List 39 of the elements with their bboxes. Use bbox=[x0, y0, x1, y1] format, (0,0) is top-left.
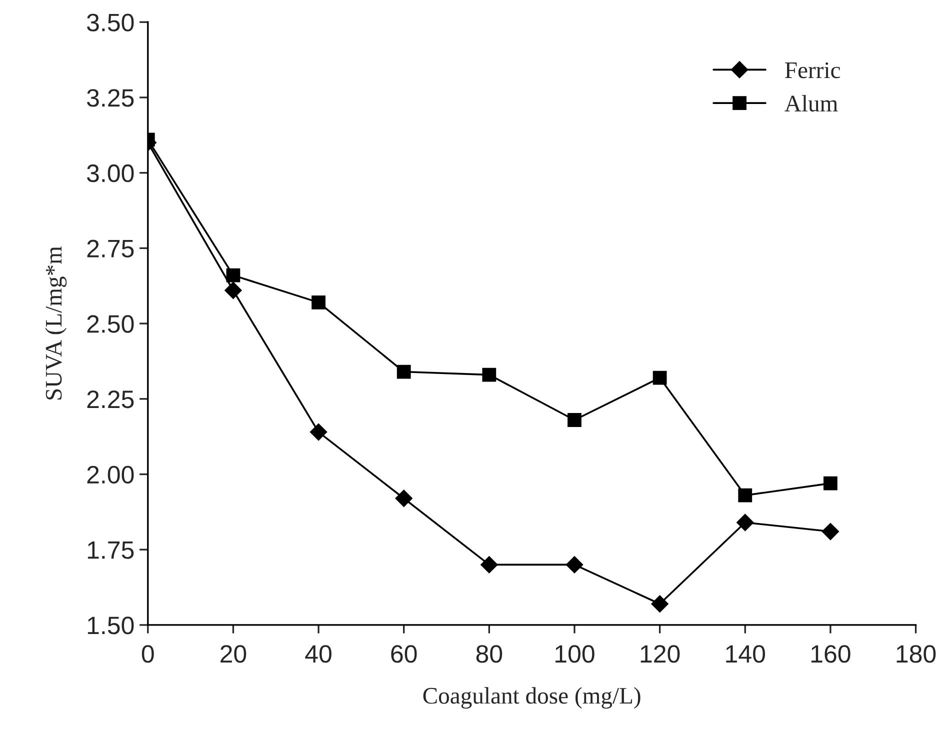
x-tick-label: 0 bbox=[142, 645, 154, 663]
x-tick-label: 20 bbox=[220, 645, 246, 663]
y-tick-label: 2.75 bbox=[87, 240, 134, 258]
y-tick-label: 1.75 bbox=[88, 541, 134, 559]
y-axis-title: SUVA (L/mg*m bbox=[45, 246, 67, 400]
point bbox=[224, 282, 242, 299]
y-tick-label: 3.50 bbox=[86, 14, 134, 32]
legend-label: Alum bbox=[784, 94, 838, 112]
x-tick-label: 140 bbox=[726, 645, 766, 663]
point bbox=[738, 488, 752, 502]
x-axis-title: Coagulant dose (mg/L) bbox=[423, 687, 640, 709]
point bbox=[396, 364, 411, 379]
point bbox=[824, 476, 838, 490]
x-tick-label: 60 bbox=[391, 645, 417, 663]
point bbox=[395, 490, 412, 507]
y-tick-label: 2.00 bbox=[87, 466, 134, 484]
x-tick-label: 100 bbox=[556, 645, 594, 663]
point bbox=[568, 413, 582, 427]
x-tick-label: 40 bbox=[305, 645, 332, 663]
x-tick-label: 80 bbox=[476, 645, 502, 663]
x-tick-label: 160 bbox=[812, 645, 850, 663]
point bbox=[566, 556, 584, 574]
y-tick-label: 3.00 bbox=[86, 164, 134, 182]
x-tick-label: 120 bbox=[640, 645, 680, 663]
point bbox=[736, 514, 754, 532]
point bbox=[482, 368, 496, 382]
y-tick-label: 1.50 bbox=[88, 616, 134, 634]
point bbox=[312, 296, 326, 310]
point bbox=[652, 370, 667, 385]
point bbox=[822, 522, 839, 540]
legend-label: Ferric bbox=[785, 62, 840, 78]
point bbox=[651, 595, 668, 612]
y-tick-label: 2.25 bbox=[87, 390, 134, 408]
point bbox=[480, 556, 498, 574]
point bbox=[310, 424, 328, 441]
y-tick-label: 3.25 bbox=[86, 89, 134, 107]
x-tick-label: 180 bbox=[896, 645, 936, 663]
point bbox=[226, 268, 240, 282]
y-tick-label: 2.50 bbox=[87, 315, 134, 333]
